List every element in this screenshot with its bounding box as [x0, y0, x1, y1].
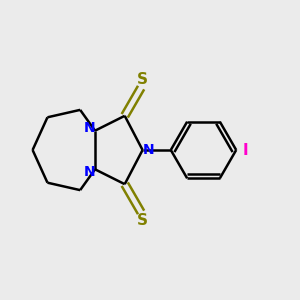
Text: N: N [84, 165, 95, 179]
Text: N: N [84, 121, 95, 135]
Text: S: S [137, 213, 148, 228]
Text: N: N [143, 143, 154, 157]
Text: S: S [137, 72, 148, 87]
Text: I: I [243, 142, 248, 158]
